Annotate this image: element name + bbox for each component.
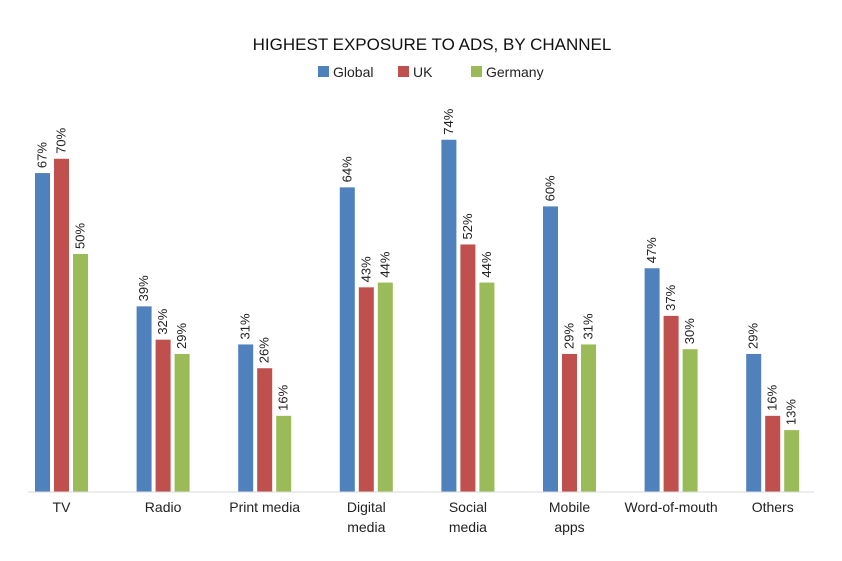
bar-word-of-mouth-uk [663, 315, 679, 492]
legend-label-global: Global [333, 64, 373, 80]
value-label-radio-germany: 29% [174, 323, 189, 349]
bar-social-media-global [441, 139, 457, 492]
value-label-others-germany: 13% [784, 399, 799, 425]
legend-swatch-germany [471, 66, 482, 77]
legend-label-germany: Germany [486, 64, 544, 80]
bar-mobile-apps-germany [581, 344, 596, 492]
legend-label-uk: UK [413, 64, 433, 80]
bar-word-of-mouth-global [644, 268, 660, 492]
bar-social-media-germany [479, 282, 495, 492]
bar-print-media-uk [257, 368, 273, 492]
value-label-mobile-apps-global: 60% [543, 175, 558, 201]
bar-mobile-apps-uk [562, 353, 577, 492]
bar-radio-germany [174, 353, 190, 492]
bar-digital-media-global [339, 187, 355, 493]
bar-print-media-germany [276, 415, 292, 492]
bar-mobile-apps-global [543, 206, 558, 492]
value-label-word-of-mouth-global: 47% [644, 237, 659, 263]
value-label-word-of-mouth-germany: 30% [682, 318, 697, 344]
value-label-tv-germany: 50% [73, 223, 88, 249]
plot-area: 67% 70% 50% TV 39% 32% 29% Radio 31% 26% 16% Print … [35, 108, 800, 535]
value-label-digital-media-uk: 43% [358, 256, 373, 282]
bar-tv-global [35, 173, 50, 492]
value-label-social-media-global: 74% [441, 108, 456, 134]
category-label-social-media: Social media [449, 499, 487, 535]
bar-digital-media-uk [358, 287, 374, 492]
category-label-digital-media: Digital media [347, 499, 386, 535]
value-label-digital-media-germany: 44% [377, 251, 392, 277]
bar-word-of-mouth-germany [682, 349, 698, 492]
bar-others-germany [784, 430, 800, 492]
value-label-tv-global: 67% [35, 142, 50, 168]
legend-swatch-global [318, 66, 329, 77]
bar-others-uk [765, 415, 781, 492]
bar-tv-uk [54, 158, 69, 493]
chart-title: HIGHEST EXPOSURE TO ADS, BY CHANNEL [253, 35, 612, 54]
category-label-mobile-apps: Mobile apps [549, 499, 590, 535]
value-label-others-global: 29% [746, 323, 761, 349]
bar-others-global [746, 353, 762, 492]
value-label-print-media-germany: 16% [276, 384, 291, 410]
value-label-radio-global: 39% [136, 275, 151, 301]
category-label-word-of-mouth: Word-of-mouth [625, 499, 718, 515]
bar-print-media-global [238, 344, 254, 492]
value-label-social-media-uk: 52% [460, 213, 475, 239]
legend: Global UK Germany [318, 64, 544, 80]
value-label-radio-uk: 32% [155, 308, 170, 334]
bar-tv-germany [73, 254, 88, 492]
value-label-word-of-mouth-uk: 37% [663, 284, 678, 310]
value-label-mobile-apps-germany: 31% [581, 313, 596, 339]
value-label-others-uk: 16% [765, 384, 780, 410]
bar-radio-uk [155, 339, 171, 492]
category-label-radio: Radio [145, 499, 182, 515]
category-label-print-media: Print media [229, 499, 300, 515]
bar-digital-media-germany [377, 282, 393, 492]
value-label-digital-media-global: 64% [339, 156, 354, 182]
value-label-mobile-apps-uk: 29% [562, 323, 577, 349]
category-label-others: Others [752, 499, 794, 515]
category-label-tv: TV [53, 499, 72, 515]
legend-swatch-uk [398, 66, 409, 77]
value-label-print-media-uk: 26% [257, 337, 272, 363]
value-label-print-media-global: 31% [238, 313, 253, 339]
bar-social-media-uk [460, 244, 476, 492]
value-label-tv-uk: 70% [54, 127, 69, 153]
bar-radio-global [136, 306, 152, 492]
value-label-social-media-germany: 44% [479, 251, 494, 277]
